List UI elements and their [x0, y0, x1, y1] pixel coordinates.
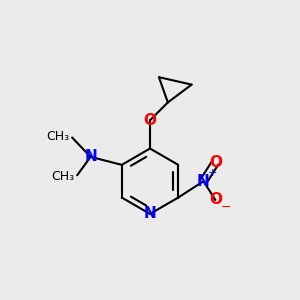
Text: +: +	[208, 168, 217, 178]
Text: O: O	[209, 192, 222, 207]
Text: −: −	[221, 201, 231, 214]
Text: CH₃: CH₃	[52, 170, 75, 183]
Text: O: O	[143, 113, 157, 128]
Text: CH₃: CH₃	[46, 130, 70, 142]
Text: O: O	[209, 155, 222, 170]
Text: N: N	[84, 149, 97, 164]
Text: N: N	[144, 206, 156, 221]
Text: N: N	[197, 174, 210, 189]
